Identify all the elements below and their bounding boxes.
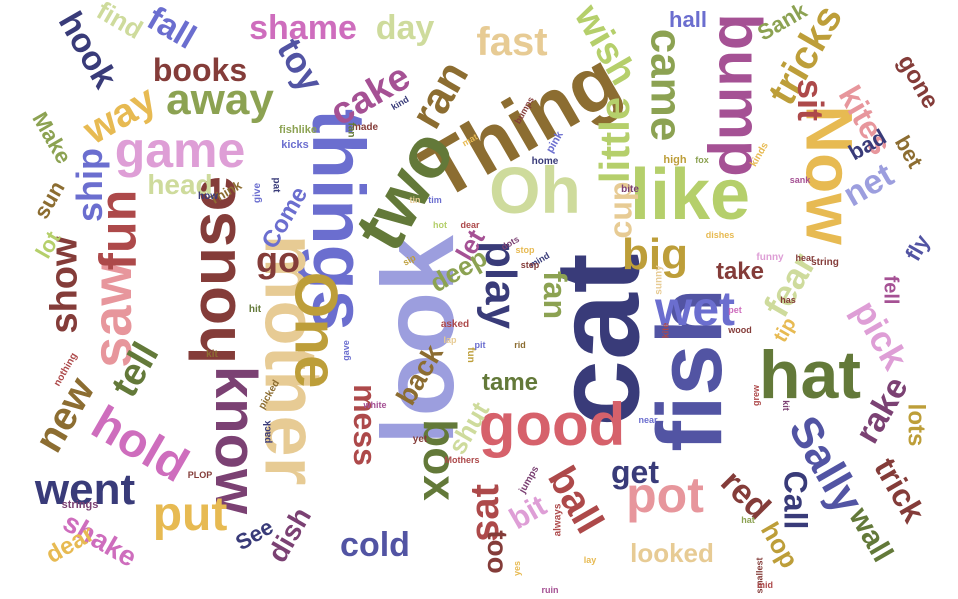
word-near: near xyxy=(638,414,658,425)
word-fan2: fan xyxy=(345,122,356,138)
word-grew: grew xyxy=(751,384,762,406)
word-dear2: dear xyxy=(460,219,480,230)
word-fast: fast xyxy=(476,20,548,64)
word-mess: mess xyxy=(347,384,383,466)
word-too: too xyxy=(482,530,513,574)
word-put: put xyxy=(152,488,228,541)
word-has: has xyxy=(780,294,796,305)
word-lay: lay xyxy=(583,554,597,565)
word-wood: wood xyxy=(728,324,752,335)
word-stop: stop xyxy=(515,244,535,255)
word-ship: ship xyxy=(68,147,110,223)
word-fly: fly xyxy=(900,230,935,266)
word-shame: shame xyxy=(249,9,357,47)
word-always: always xyxy=(552,503,563,537)
word-hat2: hat xyxy=(741,514,755,525)
word-pot: pot xyxy=(626,467,704,523)
word-get: get xyxy=(611,454,659,490)
word-kit2: kit xyxy=(780,399,791,411)
word-dishes: dishes xyxy=(705,229,735,240)
word-tin: tin xyxy=(409,194,421,205)
word-went: went xyxy=(34,465,136,514)
word-away: away xyxy=(166,75,274,124)
word-white: white xyxy=(363,399,387,410)
word-fell: fell xyxy=(879,275,901,305)
word-fox: fox xyxy=(695,154,709,165)
word-sun: sun xyxy=(28,176,71,223)
word-good: good xyxy=(478,391,626,458)
word-strings: strings xyxy=(61,498,99,511)
word-made: made xyxy=(351,122,379,133)
word-lots: lots xyxy=(901,403,929,447)
word-one: One xyxy=(281,271,349,389)
word-wet: wet xyxy=(654,283,735,336)
word-gave: gave xyxy=(340,339,351,361)
word-oh: Oh xyxy=(489,153,581,227)
word-plop: PLOP xyxy=(187,469,213,480)
word-bite: bite xyxy=(621,184,639,195)
word-string: string xyxy=(811,257,839,268)
word-give: give xyxy=(251,182,263,204)
word-take: take xyxy=(715,258,765,285)
word-call: Call xyxy=(777,470,813,530)
word-sit: sit xyxy=(789,78,831,122)
word-home: home xyxy=(531,156,559,167)
word-mothers: Mothers xyxy=(444,454,480,465)
word-make: Make xyxy=(27,107,78,168)
word-kite: kite xyxy=(660,322,671,338)
word-tim: tim xyxy=(428,194,442,205)
word-high: high xyxy=(663,153,687,166)
word-fall: fall xyxy=(141,0,203,57)
word-step: step xyxy=(520,259,540,270)
word-lap: lap xyxy=(443,334,457,345)
word-hall: hall xyxy=(669,7,707,32)
word-pit: pit xyxy=(474,339,486,350)
word-day: day xyxy=(375,9,435,47)
word-bit: bit xyxy=(503,489,552,537)
word-head: head xyxy=(147,169,213,200)
word-like: like xyxy=(629,155,751,235)
word-pet: pet xyxy=(728,304,742,315)
word-ball: ball xyxy=(538,459,612,541)
word-kicks: kicks xyxy=(281,138,309,151)
word-books: books xyxy=(152,52,248,88)
word-kit: kit xyxy=(206,349,218,360)
word-little: little xyxy=(591,96,638,184)
word-hit: hit xyxy=(248,304,262,315)
word-hat: hat xyxy=(759,337,861,413)
word-dear: dear xyxy=(41,520,99,569)
word-game: game xyxy=(114,122,246,178)
word-mid: mid xyxy=(756,579,773,590)
word-fan: fan xyxy=(537,271,573,319)
word-pack: pack xyxy=(261,420,273,444)
word-how: how xyxy=(198,191,218,202)
word-asked: asked xyxy=(440,319,470,330)
word-ruin: ruin xyxy=(541,584,559,595)
word-came: came xyxy=(640,28,690,142)
word-fishlike: fishlike xyxy=(279,123,317,136)
word-fun2: fun xyxy=(464,347,476,363)
word-looked: looked xyxy=(630,538,714,568)
word-hot: hot xyxy=(433,219,447,230)
word-wall: wall xyxy=(841,501,899,568)
word-rid: rid xyxy=(514,339,526,350)
word-pat: pat xyxy=(270,177,281,193)
word-gone: gone xyxy=(892,50,945,114)
word-big: big xyxy=(622,230,688,279)
word-go: go xyxy=(256,239,300,280)
word-sunny: sunny xyxy=(653,265,665,295)
word-funny: funny xyxy=(756,252,784,263)
word-yes: yes xyxy=(512,560,523,576)
word-tame: tame xyxy=(481,369,539,396)
word-hear: hear xyxy=(795,252,815,263)
word-cold: cold xyxy=(340,526,410,564)
word-jumps: jumps xyxy=(517,464,542,496)
word-sank2: sank xyxy=(789,174,811,185)
word-yet: yet xyxy=(412,434,428,445)
